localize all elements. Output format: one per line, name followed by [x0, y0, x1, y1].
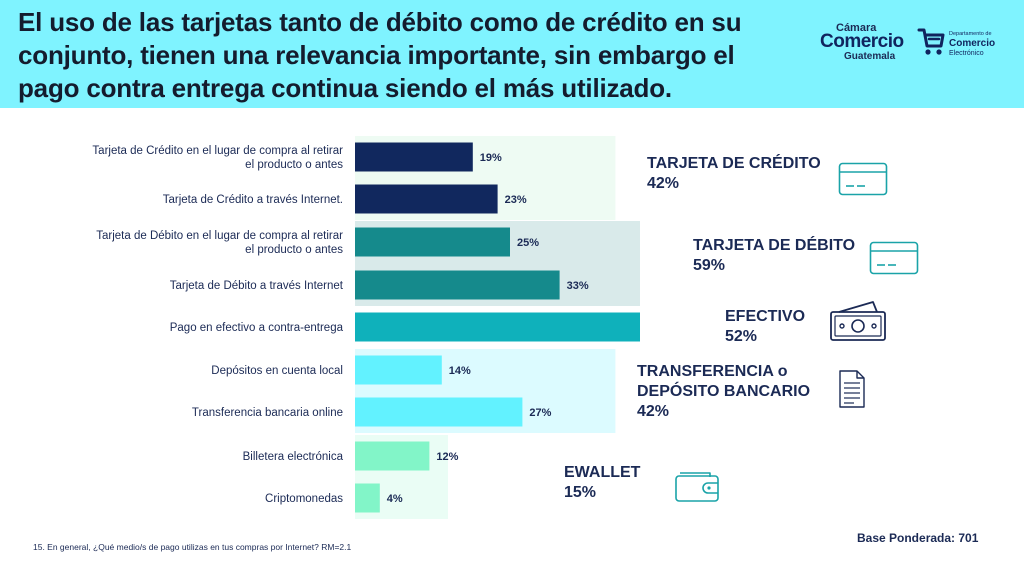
category-label: Depósitos en cuenta local — [211, 365, 343, 377]
value-label: 14% — [449, 365, 471, 377]
group-ewallet: EWALLET 15% — [564, 463, 640, 503]
logo-camara-main: Comercio — [820, 31, 904, 52]
category-label: Criptomonedas — [265, 493, 343, 505]
bar — [355, 142, 473, 172]
group-name: TARJETA DE DÉBITO — [693, 237, 856, 254]
group-value: 15% — [564, 484, 597, 501]
value-label: 25% — [517, 237, 539, 249]
bar — [355, 270, 560, 300]
bar — [355, 441, 430, 471]
bar — [355, 312, 640, 342]
value-label: 23% — [505, 194, 527, 206]
header-banner: El uso de las tarjetas tanto de débito c… — [0, 0, 1024, 108]
group-value: 52% — [725, 328, 758, 345]
wallet-icon — [675, 472, 719, 502]
group-name: EWALLET — [564, 464, 641, 481]
group-value: 59% — [693, 257, 726, 274]
group-name: TARJETA DE CRÉDITO — [647, 155, 821, 172]
group-value: 42% — [647, 175, 680, 192]
comercio-electronico-logo: Departamento de Comercio Electrónico — [916, 26, 1008, 60]
category-label: Pago en efectivo a contra-entrega — [170, 322, 344, 334]
category-label: Tarjeta de Crédito en el lugar de compra… — [92, 145, 343, 171]
logo-depto-line2: Comercio — [949, 38, 996, 49]
group-name: EFECTIVO — [725, 308, 806, 325]
page-title: El uso de las tarjetas tanto de débito c… — [18, 7, 742, 103]
logo-camara-bottom: Guatemala — [844, 51, 896, 62]
cash-icon — [830, 301, 886, 341]
footnote: 15. En general, ¿Qué medio/s de pago uti… — [33, 542, 352, 552]
category-label: Tarjeta de Crédito a través Internet. — [163, 194, 343, 206]
base-note: Base Ponderada: 701 — [857, 531, 979, 545]
group-name: TRANSFERENCIA o DEPÓSITO BANCARIO — [637, 363, 811, 400]
group-credito: TARJETA DE CRÉDITO 42% — [647, 154, 821, 194]
bar — [355, 227, 510, 257]
debit-card-icon — [869, 241, 919, 275]
category-label: Tarjeta de Débito en el lugar de compra … — [96, 230, 343, 256]
category-label: Transferencia bancaria online — [192, 407, 343, 419]
bar — [355, 483, 380, 513]
logo-camara-top: Cámara — [836, 22, 877, 34]
logo-depto-line3: Electrónico — [949, 50, 984, 57]
group-debito: TARJETA DE DÉBITO 59% — [693, 236, 855, 276]
value-label: 12% — [436, 451, 458, 463]
group-value: 42% — [637, 403, 670, 420]
value-label: 19% — [480, 152, 502, 164]
credit-card-icon — [838, 162, 888, 196]
camara-comercio-logo: Cámara Comercio Guatemala — [818, 22, 910, 64]
bar — [355, 184, 498, 214]
category-label: Billetera electrónica — [243, 451, 344, 463]
logo-depto-line1: Departamento de — [949, 31, 992, 37]
category-label: Tarjeta de Débito a través Internet — [170, 280, 344, 292]
value-label: 33% — [567, 280, 589, 292]
bar — [355, 355, 442, 385]
group-efectivo: EFECTIVO 52% — [725, 307, 805, 347]
payment-methods-chart: 19% Tarjeta de Crédito en el lugar de com… — [92, 136, 640, 519]
group-transferencia: TRANSFERENCIA o DEPÓSITO BANCARIO 42% — [637, 362, 837, 422]
document-icon — [839, 370, 865, 408]
value-label: 4% — [387, 493, 403, 505]
value-label: 27% — [529, 407, 551, 419]
cart-icon — [917, 28, 945, 55]
bar — [355, 397, 523, 427]
